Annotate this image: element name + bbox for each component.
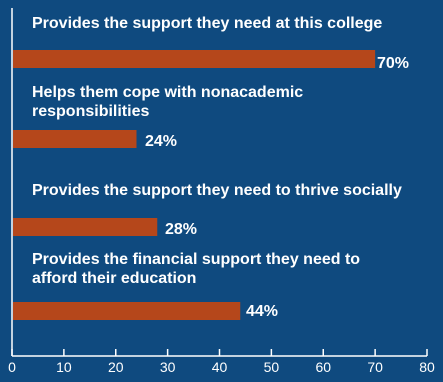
x-tick-label: 20 <box>107 359 124 375</box>
x-tick-label: 30 <box>159 359 176 375</box>
bar <box>13 50 376 68</box>
category-label: Provides the support they need at this c… <box>32 15 383 32</box>
category-label: Helps them cope with nonacademic respons… <box>32 84 304 120</box>
category-label: Provides the financial support they need… <box>32 251 361 287</box>
x-tick-label: 80 <box>419 359 435 375</box>
bar <box>13 130 137 148</box>
x-tick-label: 70 <box>367 359 383 375</box>
x-tick-label: 60 <box>315 359 332 375</box>
value-label: 70% <box>377 55 410 72</box>
x-tick-label: 50 <box>263 359 280 375</box>
category-label: Provides the support they need to thrive… <box>32 182 402 199</box>
x-tick-label: 0 <box>8 359 16 375</box>
value-label: 44% <box>246 303 279 320</box>
bar <box>13 218 158 236</box>
value-label: 24% <box>145 133 178 150</box>
bar <box>13 302 241 320</box>
value-label: 28% <box>165 221 198 238</box>
x-tick-label: 40 <box>211 359 228 375</box>
x-tick-label: 10 <box>56 359 72 375</box>
